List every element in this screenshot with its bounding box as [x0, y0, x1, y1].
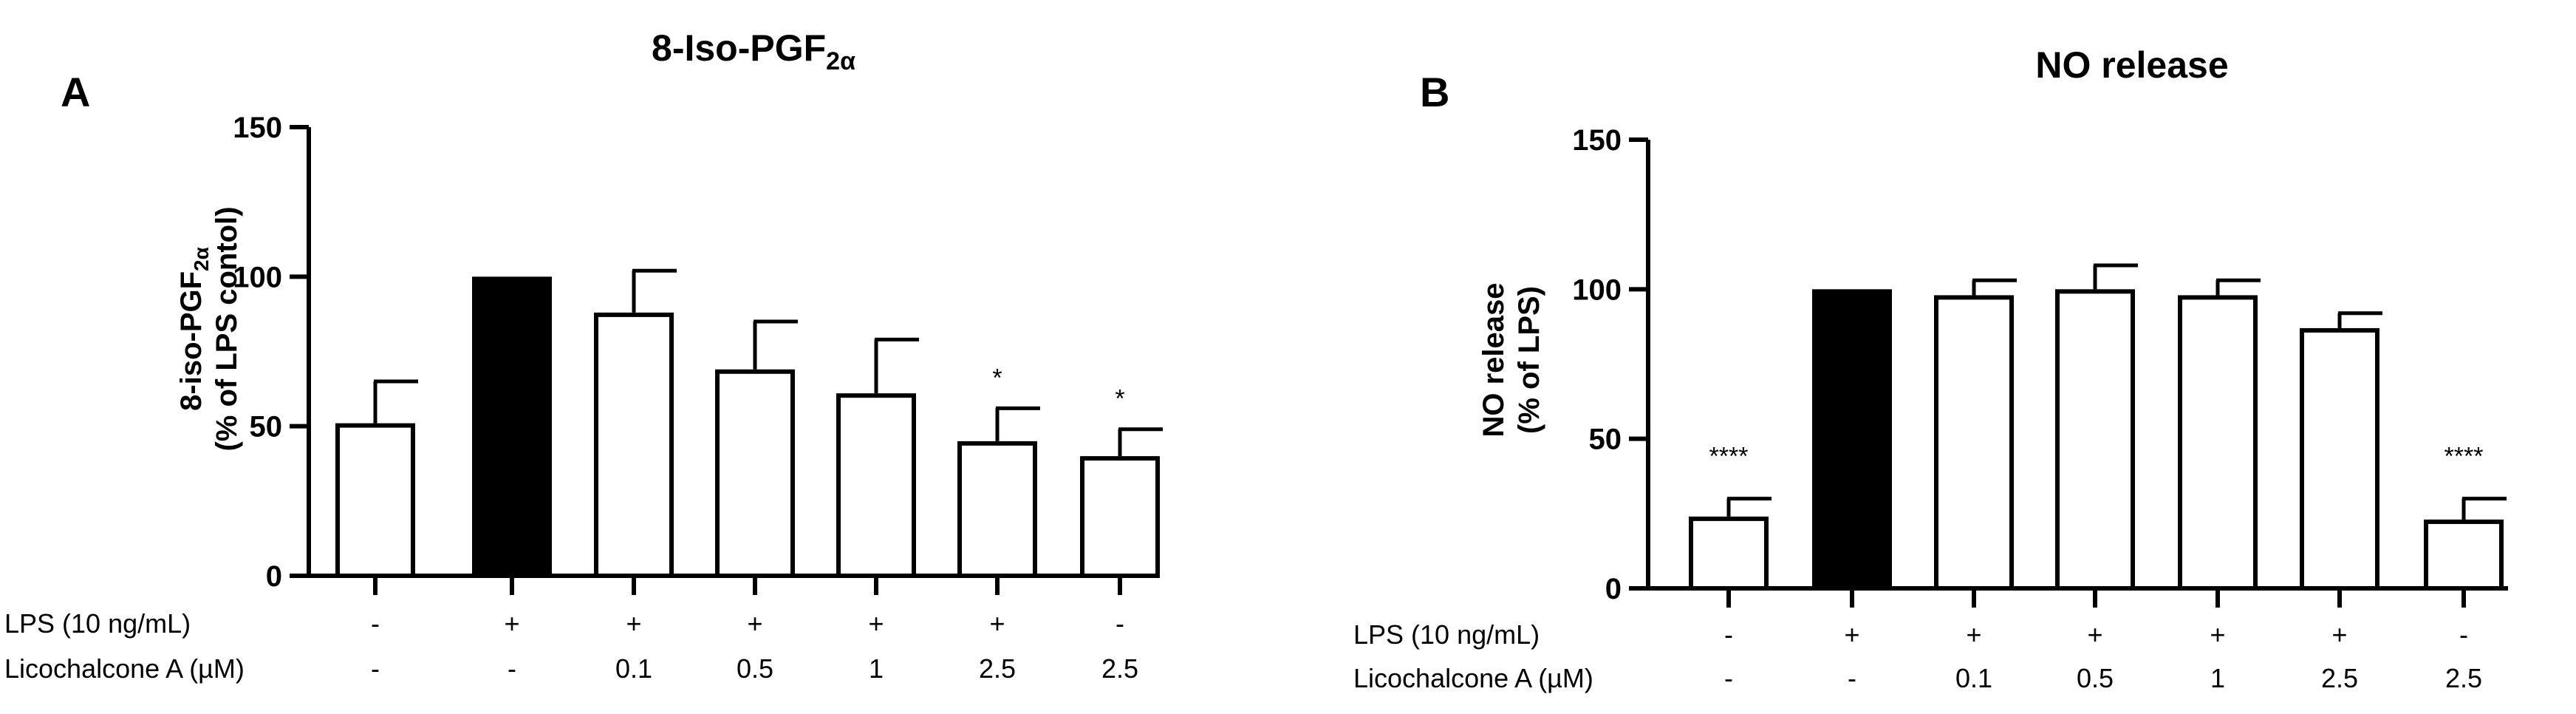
panel-b-bar-5	[2178, 295, 2258, 591]
panel-a-ytick-label-0: 0	[266, 560, 282, 593]
panel-a-significance-7: *	[1115, 385, 1124, 413]
panel-b-bar-1	[1689, 516, 1769, 591]
panel-a-licochalcone-label-1: -	[371, 653, 380, 684]
panel-a-ytick-label-50: 50	[250, 411, 283, 443]
panel-b-plot: 0 50 100 150 **** - - + - +0.1 +0.5 +1 +2.5 **** - 2.5 L…	[1353, 124, 2508, 693]
panel-b-ylabel-line2: (% of LPS)	[1513, 286, 1545, 434]
panel-b-licochalcone-label-3: 0.1	[1955, 663, 1992, 693]
panel-b-ytick-label-0: 0	[1605, 573, 1622, 605]
panel-a-lps-label-4: +	[747, 608, 762, 639]
panel-b-ylabel: NO release (% of LPS)	[1477, 282, 1545, 437]
panel-a-bar-1	[335, 423, 415, 578]
panel-a-lps-label-7: -	[1116, 608, 1124, 639]
panel-b-lps-label-1: -	[1724, 619, 1733, 650]
panel-b-lps-label-2: +	[1844, 619, 1859, 650]
panel-a-title: 8-Iso-PGF2α	[652, 27, 855, 75]
panel-b-ytick-label-50: 50	[1589, 424, 1622, 456]
panel-a-label: A	[61, 69, 90, 115]
panel-a-bar-3	[594, 312, 674, 578]
panel-a-ytick-label-150: 150	[233, 112, 282, 144]
panel-a-bar-5	[836, 393, 916, 578]
panel-a-ytick-label-100: 100	[233, 261, 282, 293]
panel-a-bar-2	[472, 276, 552, 578]
panel-b-row-label-licochalcone: Licochalcone A (µM)	[1353, 663, 1593, 693]
panel-b-significance-1: ****	[1709, 443, 1749, 471]
panel-b-bar-6	[2300, 327, 2379, 591]
panel-b-lps-label-5: +	[2210, 619, 2225, 650]
panel-b-licochalcone-label-5: 1	[2210, 663, 2225, 693]
panel-a-licochalcone-label-3: 0.1	[615, 653, 652, 684]
panel-a-lps-label-3: +	[626, 608, 641, 639]
panel-a-lps-label-6: +	[989, 608, 1005, 639]
panel-a-lps-label-1: -	[371, 608, 380, 639]
panel-a-lps-label-5: +	[868, 608, 884, 639]
panel-b-lps-label-3: +	[1966, 619, 1981, 650]
panel-b-bar-3	[1934, 295, 2014, 591]
panel-b-bar-4	[2055, 289, 2135, 591]
panel-a-licochalcone-label-6: 2.5	[979, 653, 1016, 684]
panel-a-lps-label-2: +	[504, 608, 519, 639]
panel-a-plot: 0 50 100 150 - - + - +0.1 +0.5 +1 * +2.5 * - 2.5 LPS (10…	[4, 112, 1163, 684]
panel-b-title: NO release	[2035, 44, 2228, 86]
panel-b-licochalcone-label-4: 0.5	[2077, 663, 2114, 693]
panel-b-ytick-label-100: 100	[1572, 273, 1622, 306]
panel-a-significance-6: *	[992, 364, 1002, 392]
panel-b-lps-label-7: -	[2459, 619, 2468, 650]
panel-b-licochalcone-label-6: 2.5	[2321, 663, 2358, 693]
panel-b-row-label-lps: LPS (10 ng/mL)	[1353, 619, 1540, 650]
panel-a-licochalcone-label-5: 1	[869, 653, 884, 684]
panel-b-licochalcone-label-1: -	[1724, 663, 1733, 693]
panel-b-licochalcone-label-7: 2.5	[2445, 663, 2482, 693]
panel-a-row-label-licochalcone: Licochalcone A (µM)	[4, 653, 245, 684]
panel-b-ylabel-line1: NO release	[1477, 282, 1510, 437]
panel-a-licochalcone-label-7: 2.5	[1101, 653, 1138, 684]
panel-a-ylabel-line1: 8-iso-PGF2α	[175, 247, 213, 411]
panel-b-significance-7: ****	[2445, 443, 2484, 471]
panel-b-ytick-label-150: 150	[1572, 124, 1622, 157]
panel-a-bar-6	[957, 441, 1037, 579]
panel-a-bar-4	[715, 369, 795, 578]
panel-b-licochalcone-label-2: -	[1848, 663, 1856, 693]
panel-a-ylabel-line2: (% of LPS contol)	[211, 206, 243, 451]
panel-b-lps-label-6: +	[2331, 619, 2347, 650]
panel-b-lps-label-4: +	[2087, 619, 2102, 650]
panel-b-label: B	[1420, 69, 1449, 115]
panel-a-licochalcone-label-2: -	[508, 653, 516, 684]
panel-a-ylabel: 8-iso-PGF2α (% of LPS contol)	[175, 206, 243, 451]
panel-b-bar-2	[1812, 289, 1892, 591]
panel-a-row-label-lps: LPS (10 ng/mL)	[4, 608, 191, 639]
panel-a-licochalcone-label-4: 0.5	[737, 653, 773, 684]
panel-b-bar-7	[2424, 519, 2504, 591]
panel-a-bar-7	[1080, 456, 1160, 579]
